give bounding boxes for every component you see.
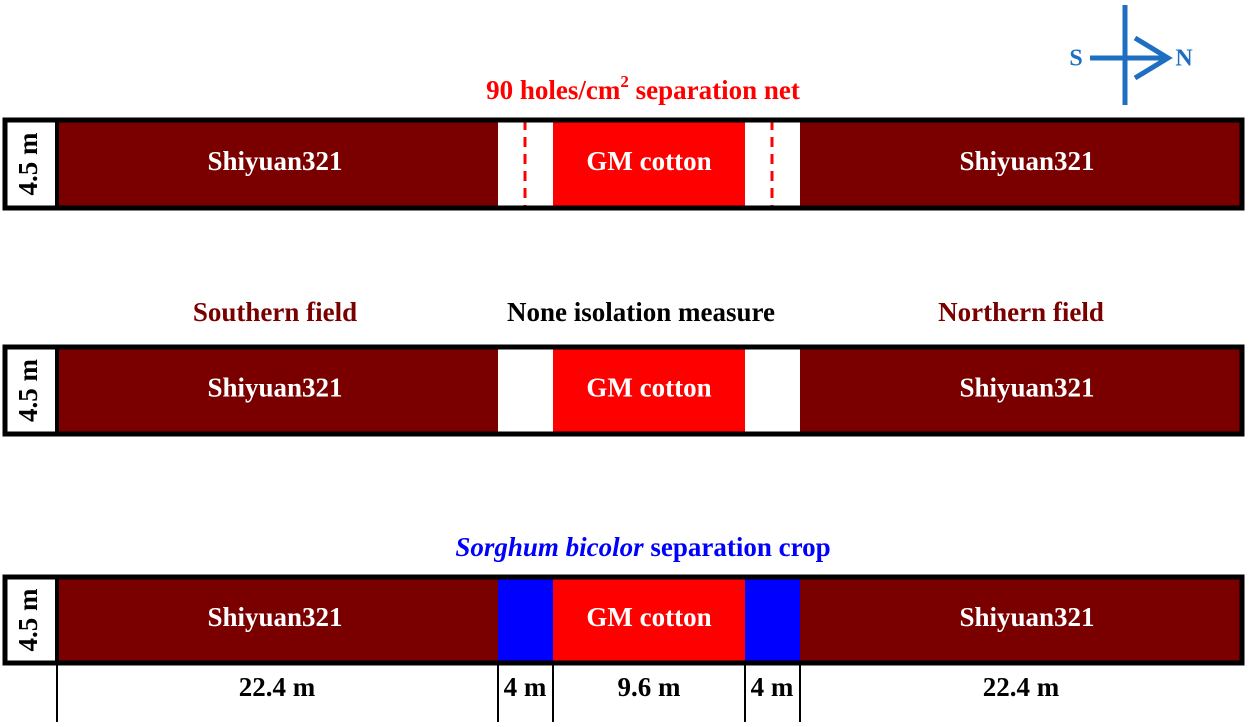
title-part: Sorghum bicolor xyxy=(455,532,644,562)
field-south xyxy=(57,347,498,434)
height-box xyxy=(5,577,57,663)
buffer xyxy=(745,577,800,663)
segment-label: GM cotton xyxy=(586,146,711,176)
height-label: 4.5 m xyxy=(13,359,43,423)
buffer xyxy=(745,347,800,434)
field-heading: None isolation measure xyxy=(507,297,775,327)
dimension-label: 4 m xyxy=(504,672,547,702)
dimension-label: 22.4 m xyxy=(239,672,316,702)
title-part: 2 xyxy=(620,72,629,91)
row-outline xyxy=(2,574,1245,666)
compass xyxy=(1090,5,1173,105)
dimension-label: 22.4 m xyxy=(983,672,1060,702)
title-part: separation crop xyxy=(644,532,831,562)
compass-north: N xyxy=(1175,46,1193,72)
compass-south: S xyxy=(1069,46,1082,72)
segment-label: Shiyuan321 xyxy=(207,373,342,403)
field-north xyxy=(800,577,1242,663)
height-box xyxy=(5,120,57,208)
row-title: Sorghum bicolor separation crop xyxy=(455,532,830,562)
height-box xyxy=(5,347,57,434)
gm-plot xyxy=(553,577,745,663)
segment-label: Shiyuan321 xyxy=(959,373,1094,403)
field-north xyxy=(800,347,1242,434)
field-heading: Southern field xyxy=(193,297,357,327)
segment-label: Shiyuan321 xyxy=(959,602,1094,632)
segment-label: GM cotton xyxy=(586,373,711,403)
segment-label: Shiyuan321 xyxy=(207,146,342,176)
title-part: separation net xyxy=(629,75,800,105)
field-south xyxy=(57,120,498,208)
field-south xyxy=(57,577,498,663)
height-label: 4.5 m xyxy=(13,132,43,196)
buffer xyxy=(498,577,553,663)
row-title: 90 holes/cm2 separation net xyxy=(486,72,800,105)
field-north xyxy=(800,120,1242,208)
height-label: 4.5 m xyxy=(13,588,43,652)
segment-label: Shiyuan321 xyxy=(959,146,1094,176)
dimension-label: 4 m xyxy=(751,672,794,702)
row-outline xyxy=(2,117,1245,211)
title-part: 90 holes/cm xyxy=(486,75,621,105)
buffer xyxy=(498,347,553,434)
dimension-label: 9.6 m xyxy=(618,672,682,702)
row-outline xyxy=(2,344,1245,437)
field-heading: Northern field xyxy=(938,297,1104,327)
compass-arrow xyxy=(1133,35,1173,81)
gm-plot xyxy=(553,347,745,434)
gm-plot xyxy=(553,120,745,208)
segment-label: GM cotton xyxy=(586,602,711,632)
segment-label: Shiyuan321 xyxy=(207,602,342,632)
